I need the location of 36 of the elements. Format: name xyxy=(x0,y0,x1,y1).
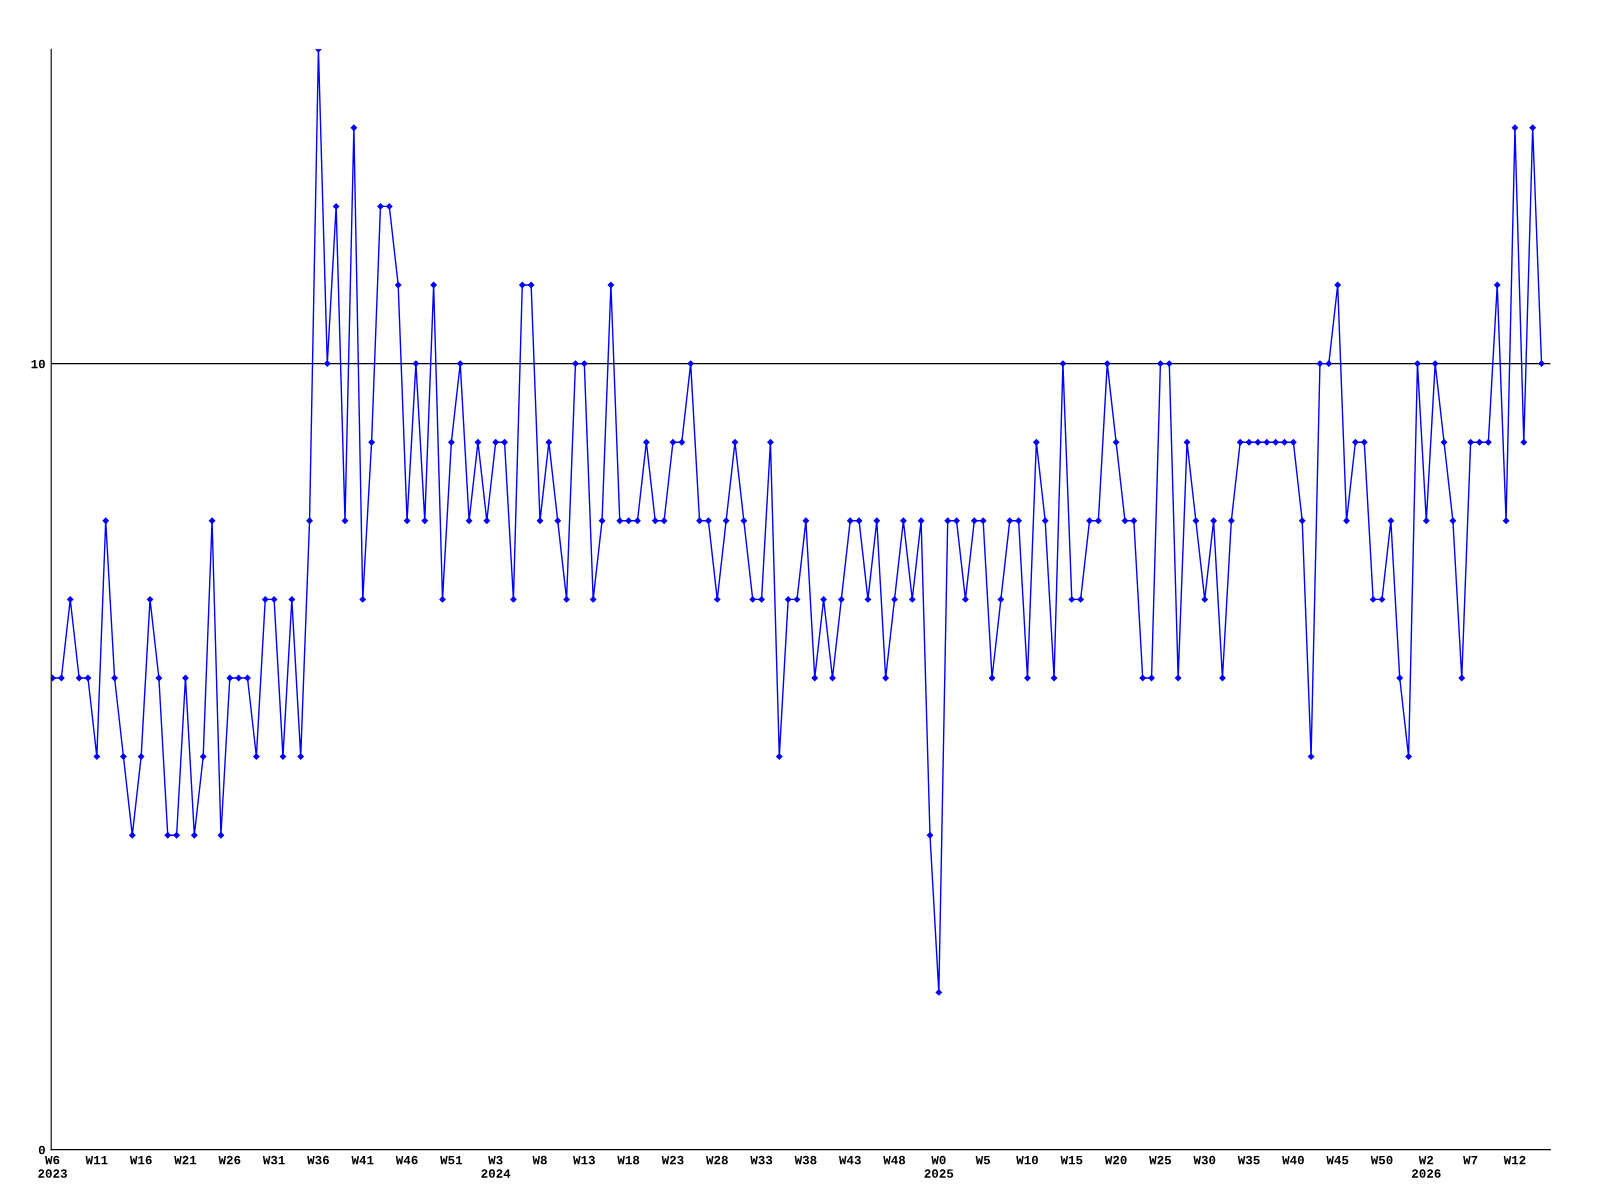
y-tick-label: 0 xyxy=(38,1145,45,1155)
x-tick-label: W25 xyxy=(1149,1155,1172,1165)
x-tick-label: W30 xyxy=(1193,1155,1216,1165)
x-tick-label: W3 2024 xyxy=(481,1155,511,1178)
x-tick-label: W38 xyxy=(794,1155,817,1165)
x-tick-label: W7 xyxy=(1463,1155,1478,1165)
x-tick-label: W15 xyxy=(1060,1155,1083,1165)
x-tick-label: W2 2026 xyxy=(1412,1155,1441,1178)
x-tick-label: W11 xyxy=(85,1155,108,1165)
x-tick-label: W26 xyxy=(218,1155,241,1165)
x-tick-label: W40 xyxy=(1282,1155,1304,1165)
x-tick-label: W23 xyxy=(661,1155,684,1165)
y-tick-label: 10 xyxy=(31,359,45,369)
x-tick-label: W0 2025 xyxy=(924,1155,954,1178)
x-tick-label: W20 xyxy=(1104,1155,1127,1165)
x-tick-label: W12 xyxy=(1503,1155,1526,1165)
x-tick-label: W43 xyxy=(838,1155,861,1165)
x-tick-label: W33 xyxy=(750,1155,773,1165)
x-tick-label: W35 xyxy=(1237,1155,1260,1165)
x-tick-label: W8 xyxy=(532,1155,547,1165)
x-tick-label: W50 xyxy=(1370,1155,1393,1165)
x-tick-label: W45 xyxy=(1326,1155,1349,1165)
x-tick-label: W28 xyxy=(706,1155,728,1165)
x-tick-label: W10 xyxy=(1016,1155,1039,1165)
x-tick-label: W46 xyxy=(395,1155,418,1165)
x-tick-label: W13 xyxy=(573,1155,595,1165)
x-tick-label: W16 xyxy=(129,1155,152,1165)
x-tick-label: W5 xyxy=(975,1155,991,1165)
x-tick-label: W41 xyxy=(351,1155,374,1165)
x-tick-label: W18 xyxy=(617,1155,640,1165)
x-tick-label: W48 xyxy=(883,1155,906,1165)
x-tick-label: W6 2023 xyxy=(38,1155,67,1178)
x-tick-label: W36 xyxy=(307,1155,329,1165)
x-tick-label: W51 xyxy=(440,1155,463,1165)
x-tick-label: W31 xyxy=(262,1155,285,1165)
x-tick-label: W21 xyxy=(174,1155,197,1165)
